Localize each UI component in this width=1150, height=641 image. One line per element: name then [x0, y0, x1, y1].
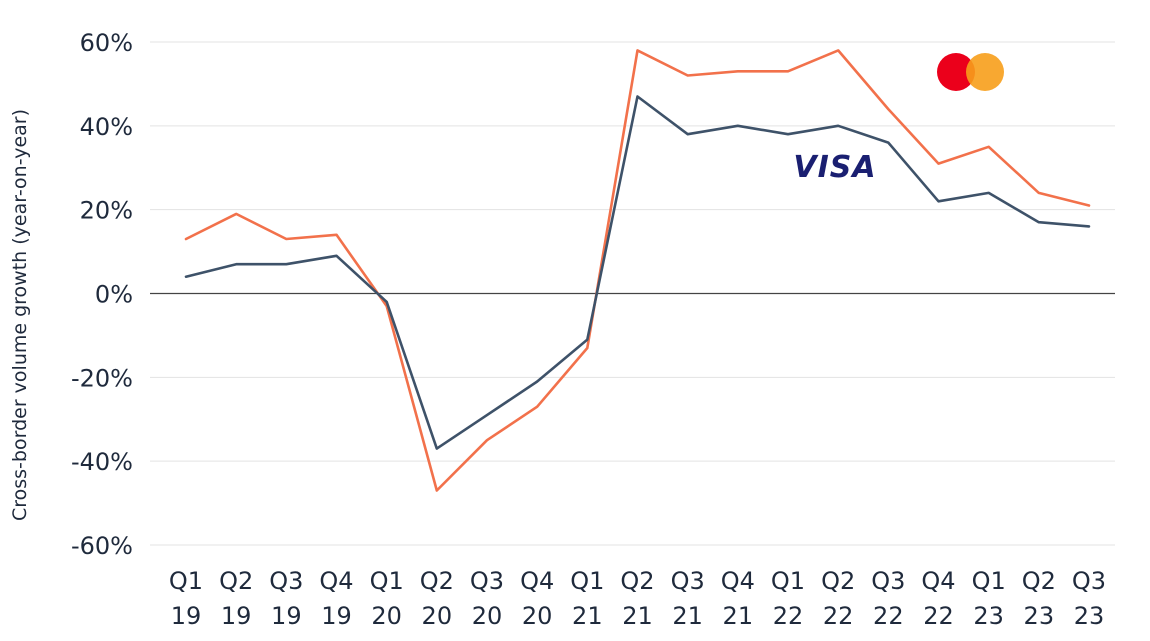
- mastercard-logo: [937, 53, 1004, 91]
- x-tick-quarter: Q2: [1022, 567, 1056, 595]
- y-axis-label: Cross-border volume growth (year-on-year…: [9, 109, 31, 521]
- x-tick-quarter: Q4: [921, 567, 955, 595]
- y-tick-label: 40%: [80, 113, 133, 141]
- x-tick-quarter: Q2: [420, 567, 454, 595]
- x-tick-year: 20: [422, 602, 453, 630]
- x-tick-quarter: Q3: [1072, 567, 1106, 595]
- x-tick-quarter: Q4: [319, 567, 353, 595]
- x-tick-quarter: Q2: [620, 567, 654, 595]
- y-tick-label: 60%: [80, 29, 133, 57]
- grid-lines: [150, 41, 1115, 546]
- series-lines: [184, 49, 1091, 492]
- x-tick-quarter: Q3: [470, 567, 504, 595]
- visa-series-line: [184, 95, 1091, 450]
- x-tick-year: 21: [672, 602, 703, 630]
- x-axis-ticks: Q1 19 Q2 19 Q3 19 Q4 19 Q1 20 Q2 20 Q3 20 Q4 20 Q1 21 Q2 21…: [169, 567, 1106, 630]
- x-tick-quarter: Q3: [671, 567, 705, 595]
- visa-logo-text: VISA: [793, 150, 876, 185]
- x-tick-year: 20: [472, 602, 503, 630]
- y-tick-label: -20%: [71, 364, 133, 392]
- x-tick-year: 21: [622, 602, 653, 630]
- mastercard-orange-circle: [966, 53, 1004, 91]
- x-tick-year: 22: [923, 602, 954, 630]
- x-tick-quarter: Q3: [269, 567, 303, 595]
- x-tick-quarter: Q2: [219, 567, 253, 595]
- x-tick-year: 19: [221, 602, 252, 630]
- x-tick-quarter: Q1: [771, 567, 805, 595]
- y-tick-label: -60%: [71, 532, 133, 560]
- x-tick-year: 20: [522, 602, 553, 630]
- visa-logo: VISA: [793, 150, 876, 185]
- x-tick-year: 23: [1024, 602, 1055, 630]
- y-axis-ticks: 60% 40% 20% 0% -20% -40% -60%: [71, 29, 133, 560]
- x-tick-quarter: Q1: [972, 567, 1006, 595]
- x-tick-quarter: Q1: [169, 567, 203, 595]
- x-tick-year: 23: [1074, 602, 1105, 630]
- x-tick-year: 19: [321, 602, 352, 630]
- y-tick-label: 0%: [95, 281, 133, 309]
- x-tick-year: 19: [271, 602, 302, 630]
- mastercard-series-line: [184, 49, 1091, 492]
- x-tick-quarter: Q1: [370, 567, 404, 595]
- x-tick-year: 22: [873, 602, 904, 630]
- x-tick-quarter: Q2: [821, 567, 855, 595]
- x-tick-quarter: Q3: [871, 567, 905, 595]
- y-tick-label: 20%: [80, 197, 133, 225]
- x-tick-year: 22: [773, 602, 804, 630]
- x-tick-year: 20: [371, 602, 402, 630]
- x-tick-year: 21: [723, 602, 754, 630]
- y-tick-label: -40%: [71, 448, 133, 476]
- x-tick-quarter: Q4: [721, 567, 755, 595]
- x-tick-quarter: Q4: [520, 567, 554, 595]
- x-tick-year: 23: [973, 602, 1004, 630]
- x-tick-year: 19: [171, 602, 202, 630]
- x-tick-year: 22: [823, 602, 854, 630]
- x-tick-quarter: Q1: [570, 567, 604, 595]
- mastercard-red-circle: [937, 53, 975, 91]
- x-tick-year: 21: [572, 602, 603, 630]
